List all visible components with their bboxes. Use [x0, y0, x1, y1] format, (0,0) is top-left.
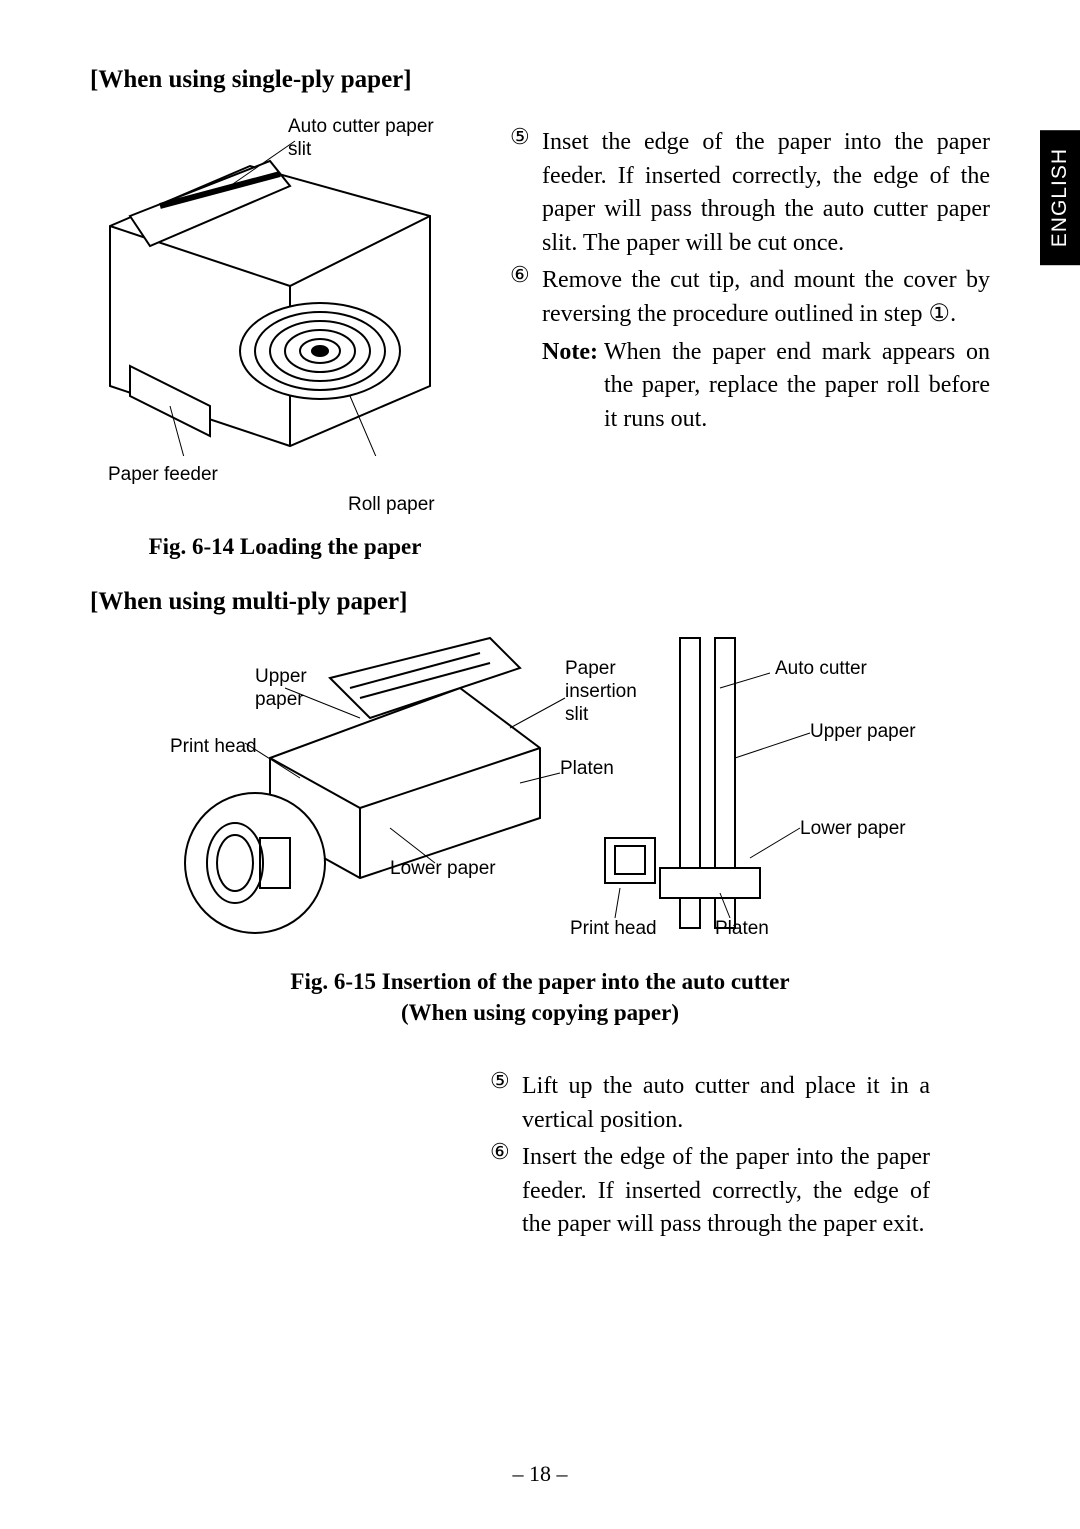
section2-steps: ⑤ Lift up the auto cutter and place it i…: [490, 1070, 930, 1242]
step-text: Inset the edge of the paper into the pap…: [542, 126, 990, 260]
step-text: Insert the edge of the paper into the pa…: [522, 1141, 930, 1242]
step-5: ⑤ Inset the edge of the paper into the p…: [510, 126, 990, 260]
section2-text: ⑤ Lift up the auto cutter and place it i…: [490, 1070, 930, 1242]
section1-row: Auto cutter paper slit Paper feeder Roll…: [90, 106, 990, 580]
label-auto-cutter-slit: Auto cutter paper slit: [288, 116, 434, 162]
figure-6-15-diagram: Upper paper Print head Lower paper Paper…: [160, 628, 920, 948]
page-number: – 18 –: [0, 1461, 1080, 1487]
label-paper-insertion-slit: Paper insertion slit: [565, 658, 637, 726]
step-number-icon: ⑤: [490, 1070, 522, 1137]
figure-6-14-column: Auto cutter paper slit Paper feeder Roll…: [90, 106, 480, 580]
step-text-suffix: .: [950, 301, 956, 327]
section1-steps: ⑤ Inset the edge of the paper into the p…: [510, 126, 990, 332]
step-6: ⑥ Remove the cut tip, and mount the cove…: [510, 264, 990, 331]
label-print-head-left: Print head: [170, 736, 257, 759]
label-platen-right: Platen: [715, 918, 769, 941]
section1-text: ⑤ Inset the edge of the paper into the p…: [510, 106, 990, 580]
note-text: When the paper end mark appears on the p…: [604, 336, 990, 437]
step-ref-icon: ①: [929, 302, 951, 326]
label-upper-paper-left: Upper paper: [255, 666, 307, 712]
step-5b: ⑤ Lift up the auto cutter and place it i…: [490, 1070, 930, 1137]
label-platen-left: Platen: [560, 758, 614, 781]
label-paper-feeder: Paper feeder: [108, 464, 218, 487]
label-auto-cutter: Auto cutter: [775, 658, 867, 681]
caption-line2: (When using copying paper): [90, 997, 990, 1028]
figure-6-15-caption: Fig. 6-15 Insertion of the paper into th…: [90, 966, 990, 1028]
step-text: Lift up the auto cutter and place it in …: [522, 1070, 930, 1137]
manual-page: [When using single-ply paper]: [0, 0, 1080, 1529]
step-text-prefix: Remove the cut tip, and mount the cover …: [542, 267, 990, 327]
note-block: Note: When the paper end mark appears on…: [510, 336, 990, 437]
step-6b: ⑥ Insert the edge of the paper into the …: [490, 1141, 930, 1242]
note-label: Note:: [542, 336, 604, 437]
section2-heading: [When using multi-ply paper]: [90, 588, 990, 616]
figure-6-14-caption: Fig. 6-14 Loading the paper: [90, 534, 480, 560]
label-lower-paper-left: Lower paper: [390, 858, 496, 881]
label-lower-paper-right: Lower paper: [800, 818, 906, 841]
label-roll-paper: Roll paper: [348, 494, 435, 517]
label-print-head-bottom: Print head: [570, 918, 657, 941]
step-text: Remove the cut tip, and mount the cover …: [542, 264, 990, 331]
step-number-icon: ⑥: [490, 1141, 522, 1242]
section1-heading: [When using single-ply paper]: [90, 66, 990, 94]
step-number-icon: ⑤: [510, 126, 542, 260]
figure-6-14-diagram: Auto cutter paper slit Paper feeder Roll…: [90, 106, 480, 456]
step-number-icon: ⑥: [510, 264, 542, 331]
label-upper-paper-right: Upper paper: [810, 721, 916, 744]
caption-line1: Fig. 6-15 Insertion of the paper into th…: [90, 966, 990, 997]
